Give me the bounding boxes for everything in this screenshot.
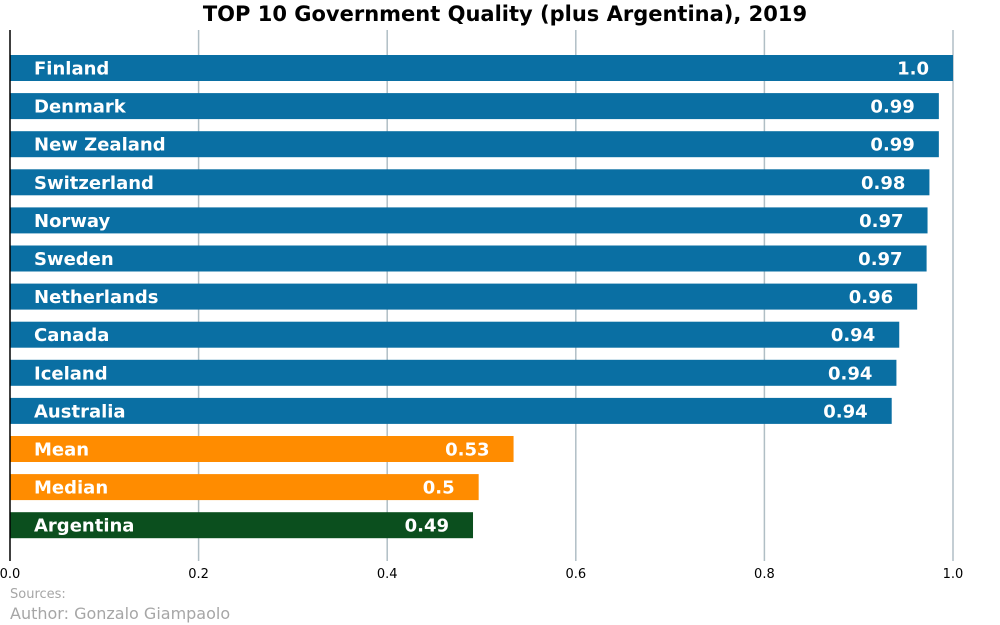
category-label: Denmark bbox=[34, 97, 127, 118]
bar bbox=[10, 245, 927, 272]
bar bbox=[10, 93, 939, 120]
x-tick-label: 1.0 bbox=[943, 567, 964, 582]
x-axis: 0.0 0.2 0.4 0.6 0.8 1.0 bbox=[0, 30, 963, 582]
bar bbox=[10, 512, 474, 539]
category-label: Netherlands bbox=[34, 287, 159, 308]
category-label: Australia bbox=[34, 401, 126, 422]
value-label: 0.5 bbox=[423, 478, 455, 499]
category-label: Iceland bbox=[34, 363, 108, 384]
category-label: Switzerland bbox=[34, 173, 154, 194]
bar bbox=[10, 131, 939, 158]
value-label: 0.99 bbox=[870, 135, 914, 156]
category-label: New Zealand bbox=[34, 135, 166, 156]
bar bbox=[10, 397, 892, 424]
sources-note: Sources: bbox=[10, 587, 66, 602]
bar bbox=[10, 55, 953, 81]
bar bbox=[10, 321, 900, 348]
category-label: Median bbox=[34, 478, 108, 499]
author-credit: Author: Gonzalo Giampaolo bbox=[10, 604, 231, 623]
x-tick-label: 0.0 bbox=[0, 567, 20, 582]
x-tick-label: 0.8 bbox=[754, 567, 775, 582]
value-label: 0.97 bbox=[859, 211, 903, 232]
value-label: 0.94 bbox=[828, 363, 872, 384]
value-label: 0.99 bbox=[870, 97, 914, 118]
category-label: Norway bbox=[34, 211, 111, 232]
value-label: 0.97 bbox=[858, 249, 902, 270]
bar bbox=[10, 283, 918, 310]
value-label: 0.94 bbox=[823, 401, 867, 422]
x-tick-label: 0.6 bbox=[565, 567, 586, 582]
bar-labels: Finland 1.0 Denmark 0.99 New Zealand 0.99 Swit… bbox=[34, 59, 929, 537]
bar bbox=[10, 436, 514, 462]
x-tick-label: 0.4 bbox=[377, 567, 398, 582]
value-label: 0.94 bbox=[831, 325, 875, 346]
bar bbox=[10, 207, 928, 234]
category-label: Canada bbox=[34, 325, 109, 346]
value-label: 1.0 bbox=[897, 59, 929, 80]
bar bbox=[10, 474, 479, 501]
category-label: Finland bbox=[34, 59, 109, 80]
value-label: 0.98 bbox=[861, 173, 905, 194]
value-label: 0.53 bbox=[445, 440, 489, 461]
value-label: 0.96 bbox=[849, 287, 893, 308]
bar bbox=[10, 359, 897, 386]
x-tick-label: 0.2 bbox=[188, 567, 209, 582]
category-label: Mean bbox=[34, 440, 89, 461]
bar bbox=[10, 169, 930, 196]
bars bbox=[10, 55, 953, 539]
value-label: 0.49 bbox=[405, 516, 449, 537]
category-label: Argentina bbox=[34, 516, 134, 537]
category-label: Sweden bbox=[34, 249, 114, 270]
chart-title: TOP 10 Government Quality (plus Argentin… bbox=[202, 2, 808, 26]
